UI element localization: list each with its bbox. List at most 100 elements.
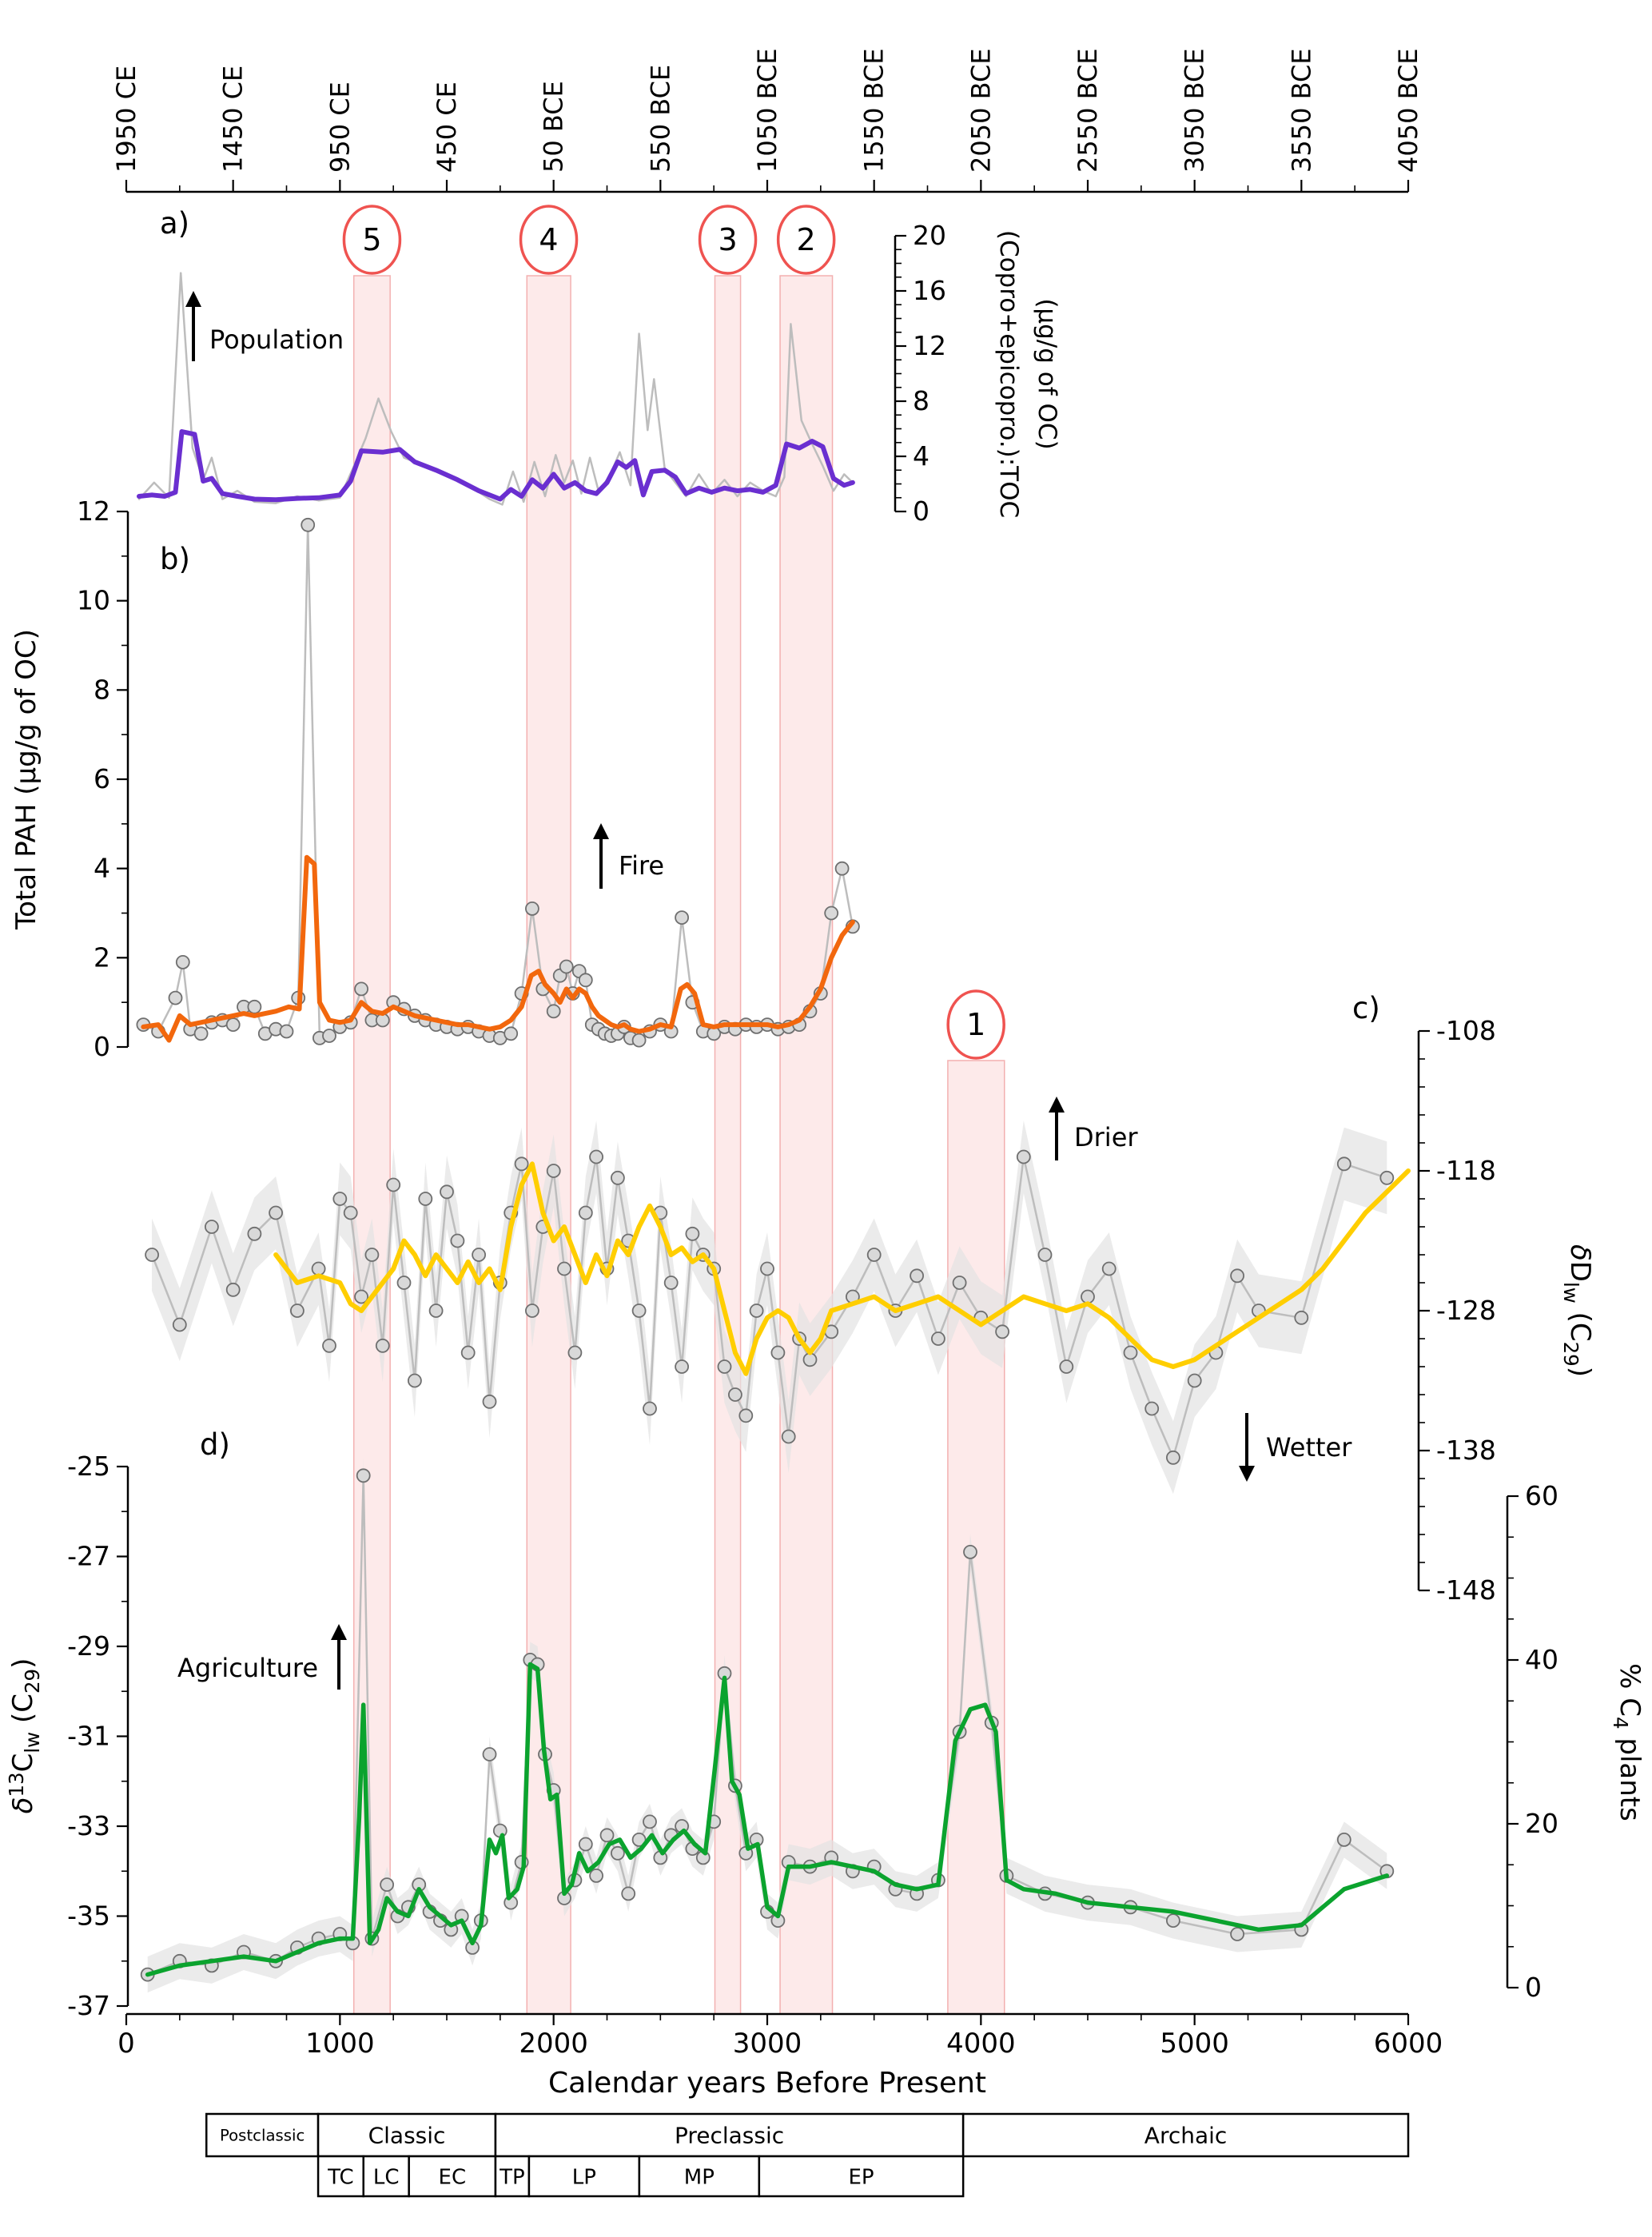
agriculture-annotation: Agriculture [177,1653,318,1683]
top-axis-label: 1050 BCE [752,48,782,173]
d2h-leafwax-raw-point [428,1304,444,1318]
event-band-5 [352,275,391,2015]
total-pah-raw-point [279,1024,294,1039]
d2h-leafwax-raw-point [995,1324,1009,1339]
event-number-3: 3 [718,222,737,257]
d2h-leafwax-raw-point [931,1331,945,1346]
period-box-mp [638,2155,761,2198]
agriculture-arrow-head [331,1624,347,1640]
d13c-leafwax-raw-point [356,1468,371,1483]
d2h-leafwax-raw-point [749,1304,764,1318]
top-axis-label: 1550 BCE [859,48,890,173]
x-axis-tick-label: 4000 [946,2028,1016,2060]
d13c-leafwax-raw-point [599,1828,615,1843]
period-label-mp: MP [684,2165,715,2189]
period-label-ec: EC [439,2165,467,2189]
copro-epicopro-toc-raw-line [137,272,854,506]
total-pah-raw-point [578,973,593,988]
d2h-leafwax-raw-point [289,1304,305,1318]
d2h-leafwax-raw-point [910,1268,924,1284]
wetter-arrow-head [1239,1466,1255,1482]
c4-axis-title: % C4 plants [1609,1663,1646,1821]
d2h-leafwax-raw-point [1123,1345,1138,1360]
d2h-leafwax-raw-point [738,1408,754,1423]
c4-axis-tick-label: 60 [1525,1480,1558,1511]
annotation-layer: a) b) c) d) Population Fire Drier Wetter Agricul… [160,205,1410,2198]
d2h-leafwax-raw-point [546,1164,561,1178]
copro-axis-tick-label: 4 [913,440,929,472]
period-label-lp: LP [572,2165,596,2189]
pah-axis-title: Total PAH (µg/g of OC) [10,629,42,930]
fire-arrow-head [593,823,609,839]
d13c-leafwax-smoothed-line [145,1662,1390,1977]
copro-axis-tick-label: 20 [913,220,946,251]
d2h-axis-tick-label: -138 [1436,1435,1496,1466]
top-axis-label: 4050 BCE [1393,48,1423,173]
copro-axis-tick-label: 16 [913,275,946,306]
copro-epicopro-toc-smoothed-line [137,429,855,503]
d2h-leafwax-raw-point [322,1338,336,1353]
event-number-5: 5 [362,222,381,257]
period-label-classic: Classic [368,2123,446,2149]
copro-axis-tick-label: 0 [913,496,929,527]
d2h-leafwax-raw-point [663,1276,679,1290]
population-arrow-head [185,291,201,307]
drier-arrow-head [1049,1097,1065,1113]
x-axis-tick-label: 1000 [305,2028,375,2060]
top-axis-label: 50 BCE [539,81,569,173]
period-label-tc: TC [327,2165,354,2189]
d2h-axis-tick-label: -108 [1436,1015,1496,1046]
d2h-leafwax-raw-confidence-band [152,1120,1387,1495]
d2h-leafwax-raw-point [172,1317,187,1332]
d13c-axis-title: δ13Clw (C29) [5,1658,44,1814]
total-pah-raw-point [504,1026,519,1041]
axes-layer: 1950 CE 1450 CE 950 CE 450 CE 50 BCE 550 BCE 1… [5,48,1646,2100]
d2h-leafwax-raw-point [557,1261,571,1276]
d13c-leafwax-raw-point [643,1814,657,1829]
d13c-leafwax-raw-point [1230,1927,1244,1941]
period-label-archaic: Archaic [1144,2123,1228,2149]
total-pah-raw-point [225,1017,241,1032]
period-label-tp: TP [499,2165,525,2189]
d2h-leafwax-raw-point [1144,1401,1160,1416]
top-axis-label: 1950 CE [111,66,141,173]
pah-axis-tick-label: 4 [94,853,110,884]
c4-axis-tick-label: 40 [1525,1644,1558,1675]
total-pah-raw-point [193,1026,209,1041]
d2h-leafwax-raw-point [145,1248,160,1262]
d2h-leafwax-raw-point [643,1401,657,1416]
d2h-leafwax-raw-point [781,1429,796,1444]
d2h-leafwax-raw-point [204,1220,219,1234]
d2h-leafwax-raw-point [418,1192,433,1206]
d2h-axis-tick-label: -148 [1436,1574,1496,1606]
d2h-leafwax-raw-point [1016,1149,1031,1164]
wetter-annotation: Wetter [1266,1432,1352,1463]
d13c-leafwax-raw-point [482,1747,497,1761]
d2h-leafwax-raw-point [311,1261,326,1276]
total-pah-raw-point [631,1033,647,1048]
d2h-leafwax-raw-point [675,1359,689,1374]
pah-axis-tick-label: 6 [94,763,110,794]
d2h-leafwax-raw-point [354,1289,369,1304]
d2h-axis-tick-label: -118 [1436,1155,1496,1186]
d13c-axis-tick-label: -27 [67,1541,110,1572]
c4-axis-tick-label: 20 [1525,1808,1558,1839]
total-pah-smoothed-line [141,854,855,1043]
d13c-leafwax-raw-point [380,1877,395,1893]
top-axis-label: 3050 BCE [1180,48,1210,173]
x-axis-tick-label: 3000 [733,2028,802,2060]
event-band-1 [947,1060,1005,2015]
event-band-4 [526,275,571,2015]
event-number-4: 4 [539,222,558,257]
d2h-leafwax-raw-point [482,1394,497,1409]
d13c-axis-tick-label: -25 [67,1451,110,1482]
d2h-leafwax-raw-point [450,1233,465,1248]
total-pah-raw-point [168,990,183,1005]
top-axis-label: 2050 BCE [965,48,996,173]
d2h-leafwax-raw-point [460,1345,476,1360]
d2h-leafwax-raw-point [631,1304,647,1318]
copro-axis-title-line1: (Copro+epicopro.):TOC [994,230,1023,518]
total-pah-raw-point [354,981,369,997]
total-pah-raw-point [824,906,839,921]
top-axis-label: 1450 CE [218,66,249,173]
